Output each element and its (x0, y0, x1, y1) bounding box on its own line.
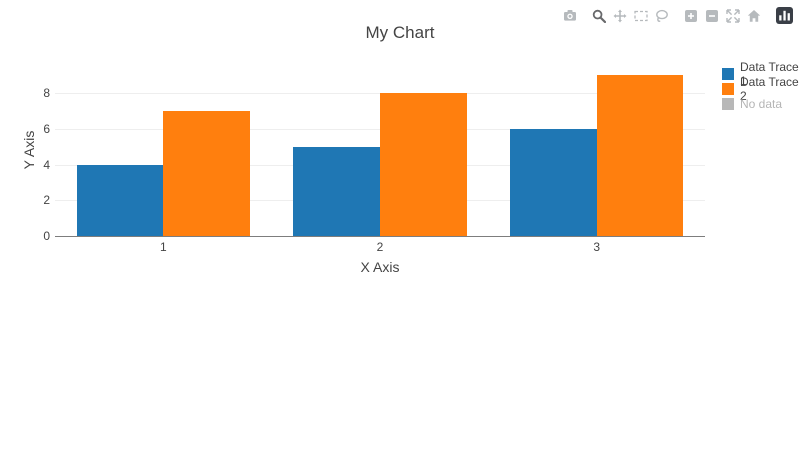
modebar-group-download (560, 8, 580, 23)
box-select-icon (634, 10, 648, 21)
x-axis-line (55, 236, 705, 237)
modebar-group-logo (773, 6, 796, 25)
zoom-icon (592, 9, 606, 23)
home-icon (747, 9, 761, 22)
modebar-group-zoomlevel (681, 8, 764, 24)
legend-label: Data Trace 2 (740, 74, 799, 103)
bar-data-trace-1-x2[interactable] (293, 146, 380, 236)
y-tick-label-4: 4 (43, 157, 50, 172)
x-axis-title: X Axis (360, 259, 400, 275)
y-axis-title: Y Axis (21, 130, 37, 170)
pan-button[interactable] (610, 8, 630, 24)
modebar-group-drag (589, 8, 672, 24)
legend-swatch-blue (722, 67, 734, 80)
bar-data-trace-1-x1[interactable] (76, 164, 164, 236)
legend-swatch-orange (722, 82, 734, 95)
autoscale-icon (726, 8, 740, 23)
legend-item-no-data[interactable]: No data (722, 96, 800, 111)
y-tick-label-6: 6 (43, 121, 50, 136)
legend: Data Trace 1 Data Trace 2 No data (722, 60, 800, 111)
modebar (560, 6, 796, 25)
legend-label: Data Trace 1 (740, 59, 799, 88)
plotly-logo-icon (776, 7, 793, 24)
zoom-out-icon (706, 9, 718, 22)
x-tick-label-3: 3 (593, 240, 600, 254)
autoscale-button[interactable] (723, 8, 743, 24)
lasso-select-icon (656, 9, 668, 22)
legend-swatch-gray (722, 97, 734, 110)
chart-title: My Chart (365, 23, 435, 42)
bar-data-trace-2-x1[interactable] (163, 110, 250, 236)
lasso-select-button[interactable] (652, 8, 672, 24)
box-select-button[interactable] (631, 8, 651, 24)
legend-item-data-trace-1[interactable]: Data Trace 1 (722, 60, 800, 88)
x-tick-label-2: 2 (376, 240, 384, 254)
bar-data-trace-2-x2[interactable] (380, 93, 467, 236)
pan-icon (613, 9, 627, 22)
y-tick-label-0: 0 (43, 229, 50, 243)
zoom-in-button[interactable] (681, 8, 701, 24)
bar-data-trace-1-x3[interactable] (510, 128, 597, 236)
download-png-button[interactable] (560, 8, 580, 23)
bar-data-trace-2-x3[interactable] (596, 75, 684, 236)
camera-icon (564, 10, 576, 21)
zoom-out-button[interactable] (702, 8, 722, 24)
zoom-button[interactable] (589, 8, 609, 24)
zoom-in-icon (685, 9, 697, 22)
legend-label: No data (740, 96, 783, 111)
plotly-logo-button[interactable] (773, 6, 796, 25)
x-tick-label-1: 1 (159, 240, 167, 254)
y-tick-label-2: 2 (43, 193, 50, 208)
legend-item-data-trace-2[interactable]: Data Trace 2 (722, 75, 800, 103)
y-tick-label-8: 8 (43, 86, 50, 100)
reset-axes-button[interactable] (744, 8, 764, 24)
